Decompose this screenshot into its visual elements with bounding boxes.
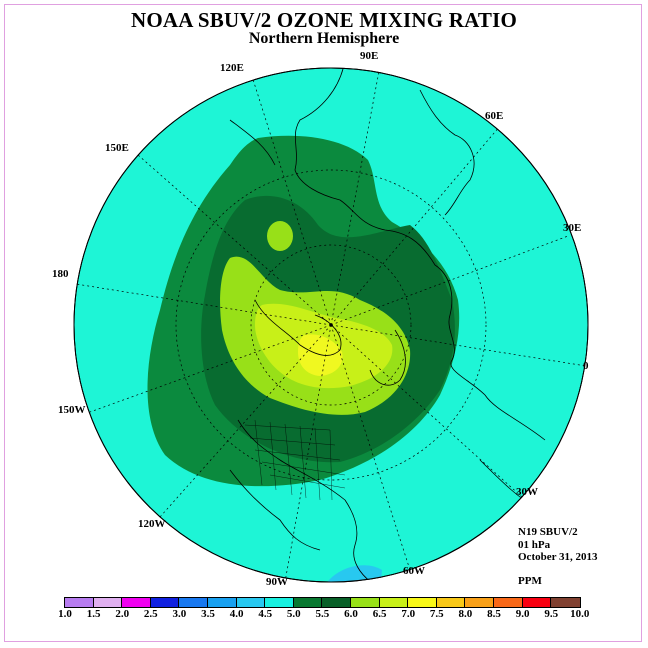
- colorbar-cell: [65, 598, 94, 607]
- colorbar-cell: [379, 598, 409, 607]
- colorbar-cell: [93, 598, 123, 607]
- colorbar-cell: [436, 598, 466, 607]
- colorbar-cell: [265, 598, 294, 607]
- lon-label-180: 180: [52, 268, 69, 280]
- info-block: N19 SBUV/2 01 hPa October 31, 2013: [518, 526, 598, 564]
- us-state-grid: [244, 419, 346, 501]
- colorbar: [64, 597, 581, 608]
- ozone-contour-7-0: [298, 334, 343, 376]
- map-title: NOAA SBUV/2 OZONE MIXING RATIO: [131, 8, 517, 32]
- colorbar-tick-label: 6.5: [372, 608, 387, 620]
- colorbar-tick-label: 9.5: [544, 608, 559, 620]
- colorbar-cell: [350, 598, 380, 607]
- colorbar-tick-label: 4.0: [229, 608, 244, 620]
- lon-label-30e: 30E: [563, 222, 582, 234]
- ozone-cold-spot: [325, 565, 382, 582]
- pressure-level-label: 01 hPa: [518, 538, 551, 551]
- colorbar-tick-label: 9.0: [515, 608, 530, 620]
- colorbar-tick-label: 1.0: [58, 608, 72, 620]
- colorbar-tick-label: 5.5: [315, 608, 330, 620]
- lon-label-90w: 90W: [266, 576, 288, 588]
- figure-frame: [4, 4, 642, 642]
- ozone-low-pocket: [267, 221, 293, 251]
- colorbar-cell: [551, 598, 580, 607]
- colorbar-cell: [122, 598, 151, 607]
- colorbar-cell: [465, 598, 494, 607]
- colorbar-cell: [493, 598, 523, 607]
- colorbar-cell: [236, 598, 266, 607]
- colorbar-tick-label: 6.0: [344, 608, 358, 620]
- lon-label-150w: 150W: [58, 404, 86, 416]
- lon-label-60w: 60W: [403, 565, 425, 577]
- colorbar-tick-label: 2.0: [115, 608, 130, 620]
- colorbar-cell: [322, 598, 351, 607]
- units-label: PPM: [518, 575, 542, 587]
- lon-label-60e: 60E: [485, 110, 504, 122]
- lon-label-30w: 30W: [516, 486, 538, 498]
- colorbar-tick-label: 1.5: [86, 608, 101, 620]
- colorbar-cell: [150, 598, 180, 607]
- date-label: October 31, 2013: [518, 551, 598, 563]
- colorbar-cell: [293, 598, 323, 607]
- colorbar-tick-label: 7.5: [429, 608, 444, 620]
- colorbar-cell: [207, 598, 237, 607]
- lon-label-150e: 150E: [105, 142, 129, 154]
- colorbar-tick-label: 10.0: [570, 608, 590, 620]
- lon-label-120w: 120W: [138, 518, 166, 530]
- colorbar-tick-label: 7.0: [401, 608, 416, 620]
- colorbar-tick-label: 8.0: [458, 608, 473, 620]
- colorbar-tick-label: 3.0: [172, 608, 187, 620]
- map-subtitle: Northern Hemisphere: [248, 30, 400, 47]
- colorbar-tick-label: 3.5: [201, 608, 215, 620]
- lon-label-0: 0: [583, 360, 589, 372]
- lon-label-120e: 120E: [220, 62, 244, 74]
- colorbar-cell: [522, 598, 552, 607]
- satellite-label: N19 SBUV/2: [518, 526, 578, 538]
- lon-label-90e: 90E: [360, 50, 379, 62]
- colorbar-tick-label: 5.0: [286, 608, 301, 620]
- colorbar-tick-label: 4.5: [258, 608, 273, 620]
- colorbar-tick-label: 8.5: [487, 608, 501, 620]
- graticule: [75, 68, 587, 582]
- colorbar-cell: [408, 598, 437, 607]
- colorbar-tick-label: 2.5: [143, 608, 158, 620]
- colorbar-cell: [179, 598, 208, 607]
